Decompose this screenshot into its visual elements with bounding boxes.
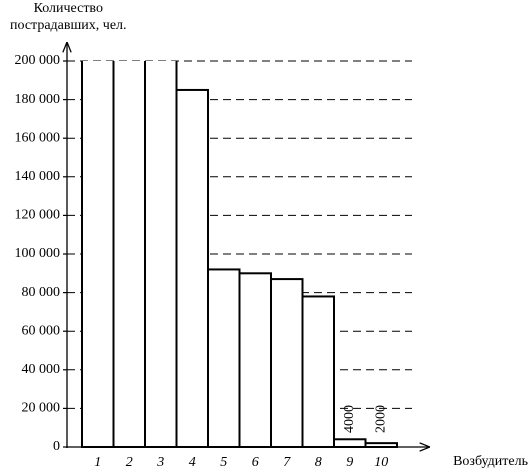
y-tick-label: 200 000 — [15, 53, 61, 68]
y-tick-label: 140 000 — [15, 169, 61, 184]
bar — [301, 295, 335, 448]
y-tick-label: 20 000 — [22, 401, 61, 416]
y-tick-label: 60 000 — [22, 323, 61, 338]
x-tick-label: 2 — [126, 455, 133, 470]
x-tick-label: 5 — [220, 455, 227, 470]
y-tick-label: 100 000 — [15, 246, 61, 261]
y-tick-label: 0 — [53, 439, 60, 454]
x-tick-label: 1 — [94, 455, 101, 470]
bar — [144, 61, 178, 448]
x-tick-label: 4 — [189, 455, 196, 470]
x-axis-label: Возбудитель — [453, 454, 528, 469]
bar — [112, 61, 146, 448]
y-tick-label: 40 000 — [22, 362, 61, 377]
x-tick-label: 6 — [252, 455, 259, 470]
y-axis-label: Количество пострадавших, чел. — [10, 1, 127, 33]
y-tick-label: 180 000 — [15, 92, 61, 107]
y-tick-label: 80 000 — [22, 285, 61, 300]
y-tick-label: 120 000 — [15, 208, 61, 223]
bar — [238, 272, 272, 448]
bar — [364, 442, 398, 449]
bars — [81, 61, 398, 449]
y-tick-label: 160 000 — [15, 130, 61, 145]
x-tick-label: 9 — [346, 455, 353, 470]
x-tick-label: 3 — [156, 455, 164, 470]
bar — [81, 61, 115, 448]
bar — [270, 278, 304, 448]
x-tick-label: 10 — [374, 455, 388, 470]
bar — [333, 438, 367, 448]
x-tick-label: 8 — [315, 455, 322, 470]
value-label: 2000 — [373, 405, 388, 433]
bar — [175, 88, 209, 448]
bar — [207, 268, 241, 448]
value-label: 4000 — [342, 405, 357, 433]
x-tick-label: 7 — [283, 455, 291, 470]
